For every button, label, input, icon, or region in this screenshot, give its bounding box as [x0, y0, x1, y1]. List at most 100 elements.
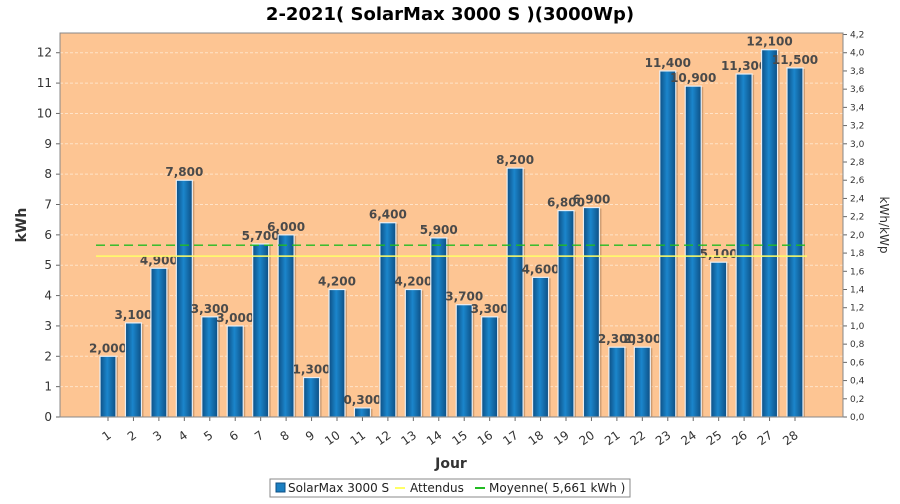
y-tick-label: 9: [44, 137, 52, 151]
y-tick-label: 3: [44, 319, 52, 333]
y-tick-label: 5: [44, 258, 52, 272]
y-tick-label: 8: [44, 167, 52, 181]
bar: [175, 179, 193, 418]
bar: [633, 346, 651, 418]
data-label: 11,400: [645, 56, 691, 70]
data-label: 4,600: [522, 262, 560, 276]
bar: [582, 206, 601, 418]
bar: [99, 355, 117, 418]
data-label: 2,300: [598, 332, 636, 346]
x-tick-label: 14: [424, 428, 445, 448]
y2-tick-label: 3,6: [850, 85, 865, 95]
y2-tick-label: 0,6: [850, 358, 865, 368]
x-tick-label: 11: [348, 428, 369, 448]
data-label: 1,300: [293, 363, 331, 377]
x-tick-label: 19: [551, 428, 572, 448]
y-tick-label: 10: [37, 106, 52, 120]
bar: [302, 376, 321, 418]
x-tick-label: 26: [729, 428, 750, 448]
y2-tick-label: 2,8: [850, 158, 865, 168]
y-axis-label: kWh: [14, 208, 30, 243]
x-tick-label: 20: [577, 428, 598, 448]
y2-tick-label: 0,4: [850, 377, 865, 387]
data-label: 3,300: [471, 302, 509, 316]
bar: [659, 70, 677, 418]
y2-tick-label: 3,0: [850, 140, 865, 150]
data-label: 4,900: [140, 253, 178, 267]
y-tick-label: 12: [37, 46, 52, 60]
x-tick-label: 13: [399, 428, 420, 448]
bar: [353, 407, 372, 418]
plot-border: [59, 32, 844, 418]
x-tick-label: 18: [526, 428, 547, 448]
x-tick-label: 16: [475, 428, 496, 448]
x-tick-label: 3: [150, 428, 164, 444]
y2-tick-label: 1,8: [850, 249, 865, 259]
legend: SolarMax 3000 S Attendus Moyenne( 5,661 …: [269, 478, 631, 498]
y2-tick-label: 1,0: [850, 322, 865, 332]
bar: [710, 261, 728, 418]
y-tick-label: 4: [44, 289, 52, 303]
bar: [124, 322, 143, 418]
data-label: 4,200: [394, 275, 432, 289]
bar: [760, 49, 779, 418]
y2-tick-label: 4,2: [850, 31, 864, 41]
data-label: 5,100: [700, 247, 738, 261]
legend-swatch-solarmax: [275, 482, 286, 493]
x-tick-label: 5: [201, 428, 215, 444]
x-tick-label: 4: [176, 428, 190, 444]
x-tick-label: 9: [303, 428, 317, 444]
bar: [150, 267, 168, 418]
bar: [608, 346, 626, 418]
data-label: 6,000: [267, 220, 305, 234]
x-tick-label: 12: [373, 428, 394, 448]
x-tick-label: 22: [628, 428, 649, 448]
data-label: 6,800: [547, 196, 585, 210]
y-tick-label: 11: [37, 76, 52, 90]
bar: [557, 209, 575, 418]
legend-box: [269, 478, 631, 498]
y2-axis-label: kWh/kWp: [877, 197, 891, 254]
data-label: 6,900: [572, 193, 610, 207]
data-label: 3,000: [216, 311, 254, 325]
y2-tick-label: 2,2: [850, 213, 864, 223]
data-label: 7,800: [165, 165, 203, 179]
bar: [786, 67, 804, 418]
bar: [531, 276, 550, 418]
data-label: 2,300: [623, 332, 661, 346]
x-tick-label: 28: [780, 428, 801, 448]
bar: [430, 237, 448, 418]
y-tick-label: 7: [44, 198, 52, 212]
plot-area: 01234567891011120,00,20,40,60,81,01,21,4…: [37, 31, 865, 449]
data-label: 11,500: [772, 53, 818, 67]
bar: [404, 288, 422, 418]
y2-tick-label: 4,0: [850, 49, 865, 59]
bar: [277, 234, 295, 418]
x-tick-label: 23: [653, 428, 674, 448]
chart-title: 2-2021( SolarMax 3000 S )(3000Wp): [266, 4, 634, 25]
x-tick-label: 24: [678, 428, 699, 448]
bar: [226, 325, 244, 418]
x-tick-label: 6: [227, 428, 241, 444]
legend-label-attendus: Attendus: [410, 481, 464, 495]
x-tick-label: 17: [500, 428, 521, 448]
x-tick-label: 15: [449, 428, 470, 448]
y-tick-label: 2: [44, 349, 52, 363]
y2-tick-label: 3,4: [850, 103, 865, 113]
y2-tick-label: 1,2: [850, 304, 864, 314]
y2-tick-label: 2,6: [850, 176, 865, 186]
x-tick-label: 21: [602, 428, 623, 448]
x-tick-label: 2: [125, 428, 139, 444]
y2-tick-label: 2,0: [850, 231, 865, 241]
data-label: 10,900: [670, 71, 716, 85]
x-axis-label: Jour: [434, 456, 467, 472]
legend-label-solarmax: SolarMax 3000 S: [288, 481, 389, 495]
data-label: 3,700: [445, 290, 483, 304]
data-label: 11,300: [721, 59, 767, 73]
data-label: 4,200: [318, 275, 356, 289]
x-tick-label: 7: [252, 428, 266, 444]
y2-tick-label: 1,4: [850, 286, 865, 296]
y-tick-label: 6: [44, 228, 52, 242]
